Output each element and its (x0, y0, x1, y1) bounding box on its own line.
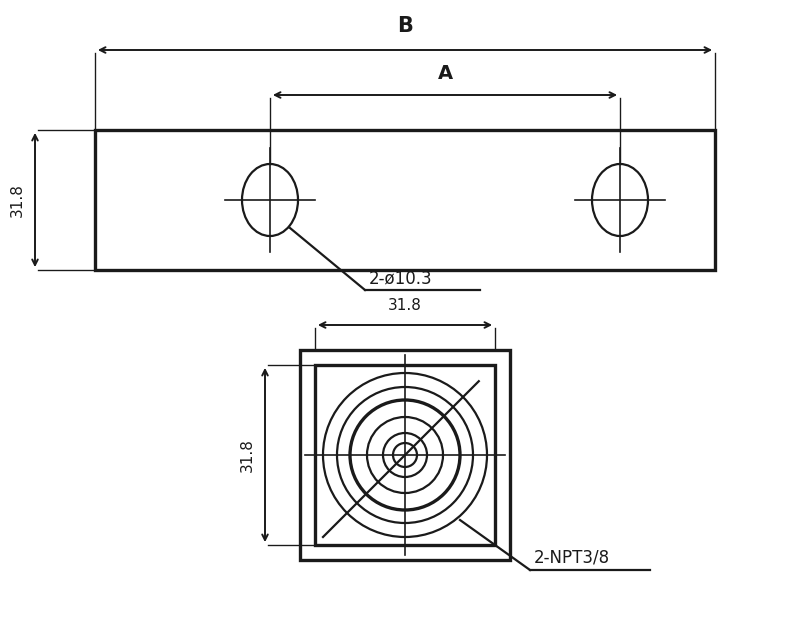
Bar (95, 130, 715, 270)
Text: A: A (438, 64, 453, 83)
Text: 31.8: 31.8 (240, 438, 255, 472)
Text: 2-NPT3/8: 2-NPT3/8 (534, 549, 610, 567)
Text: 2-ø10.3: 2-ø10.3 (369, 269, 433, 287)
Bar (300, 350, 510, 560)
Text: B: B (397, 16, 413, 36)
Text: 31.8: 31.8 (388, 298, 422, 313)
Bar (315, 365, 495, 545)
Text: 31.8: 31.8 (10, 183, 25, 217)
